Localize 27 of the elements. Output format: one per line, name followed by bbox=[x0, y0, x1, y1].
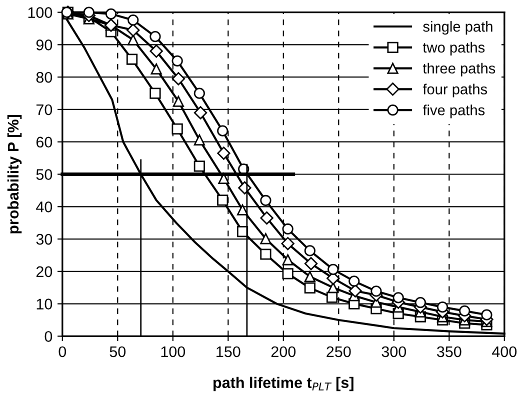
legend-label: four paths bbox=[422, 84, 488, 98]
legend-label: single path bbox=[423, 21, 492, 35]
y-tick-label: 40 bbox=[36, 202, 52, 212]
x-tick-label: 100 bbox=[161, 346, 186, 358]
x-tick-label: 250 bbox=[326, 346, 351, 358]
y-tick-label: 90 bbox=[36, 40, 52, 50]
y-tick-label: 60 bbox=[36, 136, 52, 148]
y-tick-label: 80 bbox=[36, 72, 52, 83]
legend-label: five paths bbox=[422, 104, 485, 118]
y-tick-label: 30 bbox=[36, 234, 52, 245]
y-axis-title: probability P [%] bbox=[7, 114, 22, 234]
legend-label: three paths bbox=[422, 62, 496, 76]
x-tick-label: 0 bbox=[58, 346, 66, 358]
y-tick-label: 50 bbox=[36, 169, 52, 180]
y-tick-label: 70 bbox=[36, 104, 52, 116]
x-tick-label: 50 bbox=[110, 346, 126, 358]
y-tick-label: 20 bbox=[36, 266, 52, 278]
x-tick-label: 300 bbox=[382, 346, 406, 358]
x-tick-label: 150 bbox=[216, 346, 240, 358]
x-axis-title: path lifetime t$_{PLT}$ [s] bbox=[214, 376, 354, 392]
x-tick-label: 200 bbox=[271, 346, 296, 358]
x-tick-label: 350 bbox=[436, 346, 462, 358]
y-tick-label: 0 bbox=[44, 331, 52, 342]
x-tick-label: 400 bbox=[492, 346, 517, 358]
y-tick-label: 100 bbox=[28, 7, 52, 18]
legend-label: two paths bbox=[422, 42, 485, 56]
y-tick-label: 10 bbox=[36, 298, 52, 310]
